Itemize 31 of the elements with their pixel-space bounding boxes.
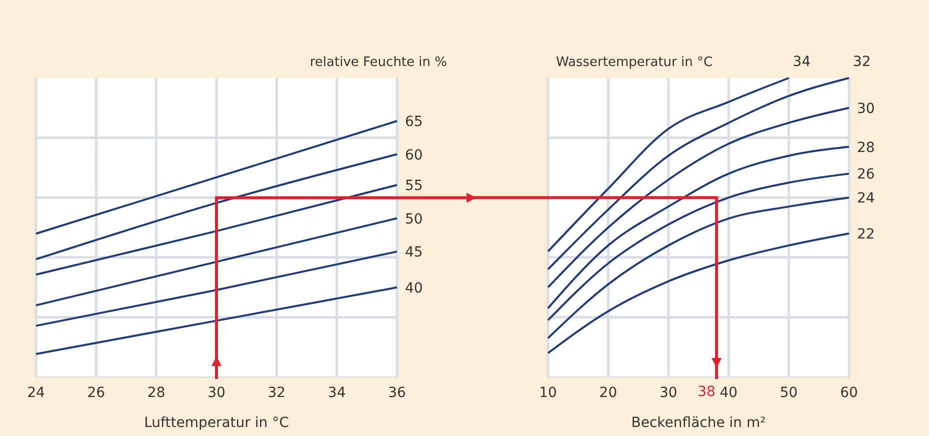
series-label: 32 xyxy=(853,54,871,70)
series-label: 34 xyxy=(792,54,811,70)
series-label: 45 xyxy=(405,244,423,261)
x-axis-title: Lufttemperatur in °C xyxy=(144,415,290,431)
series-label: 55 xyxy=(405,178,423,194)
series-label: 40 xyxy=(405,280,423,296)
x-tick-label: 30 xyxy=(659,384,678,401)
x-tick-label: 34 xyxy=(328,384,346,401)
x-tick-label: 20 xyxy=(599,384,618,401)
x-tick-label: 30 xyxy=(208,384,226,401)
x-tick-label: 60 xyxy=(840,384,858,401)
x-tick-label: 26 xyxy=(87,384,106,401)
x-tick-label: 40 xyxy=(720,384,738,401)
series-label: 60 xyxy=(405,147,423,164)
x-tick-label: 36 xyxy=(388,384,406,401)
series-label: 50 xyxy=(405,211,423,228)
series-label: 28 xyxy=(857,140,875,156)
x-tick-label: 28 xyxy=(147,384,166,401)
series-label: 65 xyxy=(405,114,423,130)
series-label: 26 xyxy=(857,166,875,183)
series-label: 22 xyxy=(857,226,875,242)
x-tick-label: 10 xyxy=(539,384,557,401)
x-tick-label: 50 xyxy=(780,384,798,401)
x-tick-label: 32 xyxy=(268,384,286,401)
legend-title: relative Feuchte in % xyxy=(310,55,447,70)
x-tick-label: 24 xyxy=(27,384,45,401)
series-label: 24 xyxy=(857,190,875,207)
series-label: 30 xyxy=(857,100,875,117)
ref-line-label: 38 xyxy=(698,384,716,400)
legend-title: Wassertemperatur in °C xyxy=(556,55,713,70)
x-axis-title: Beckenfläche in m² xyxy=(631,415,766,431)
